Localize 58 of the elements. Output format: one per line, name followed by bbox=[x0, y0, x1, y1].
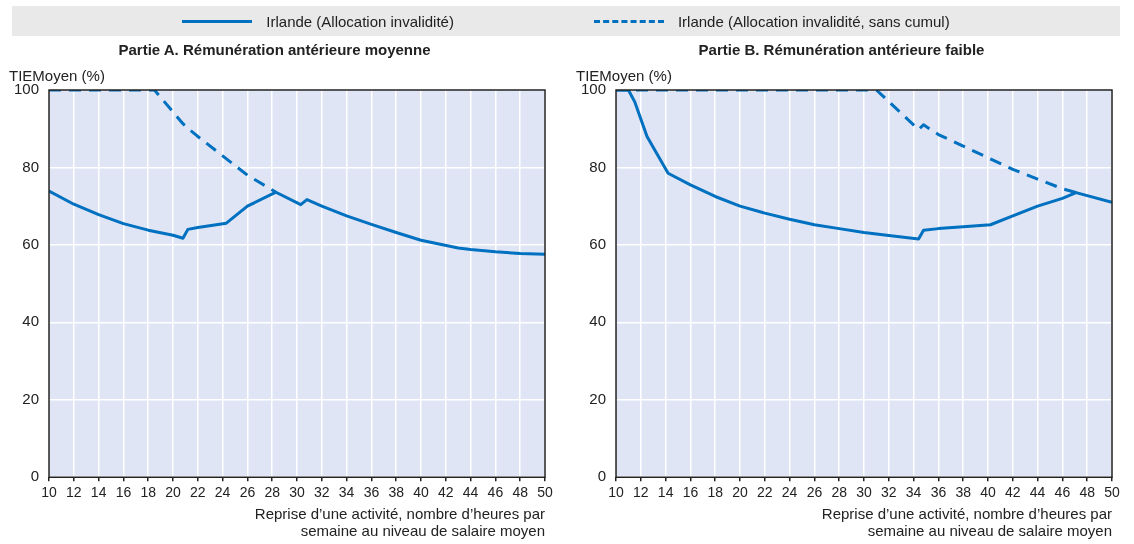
x-tick-label: 30 bbox=[856, 484, 873, 501]
x-tick-label: 30 bbox=[289, 484, 306, 501]
y-tick-label: 60 bbox=[22, 235, 40, 253]
x-tick-label: 34 bbox=[905, 484, 922, 501]
x-tick-label: 32 bbox=[314, 484, 330, 501]
x-tick-label: 40 bbox=[413, 484, 429, 501]
x-tick-label: 26 bbox=[806, 484, 823, 501]
x-tick-label: 20 bbox=[165, 484, 182, 501]
y-tick-label: 80 bbox=[589, 157, 607, 175]
x-tick-label: 12 bbox=[66, 484, 82, 501]
y-tick-label: 0 bbox=[30, 467, 40, 485]
x-tick-label: 50 bbox=[537, 484, 553, 501]
x-tick-label: 42 bbox=[1005, 484, 1021, 501]
x-axis-title: Reprise d’une activité, nombre d’heures par semaine au niveau de salaire moyen bbox=[821, 504, 1112, 539]
x-tick-label: 50 bbox=[1104, 484, 1120, 501]
x-tick-label: 28 bbox=[831, 484, 848, 501]
y-tick-label: 40 bbox=[589, 312, 607, 330]
chart-title: Partie A. Rémunération antérieure moyenne bbox=[118, 41, 431, 59]
y-tick-label: 60 bbox=[589, 235, 607, 253]
x-tick-label: 14 bbox=[657, 484, 674, 501]
x-tick-label: 36 bbox=[363, 484, 380, 501]
x-tick-label: 38 bbox=[388, 484, 405, 501]
x-axis-title: Reprise d’une activité, nombre d’heures par semaine au niveau de salaire moyen bbox=[254, 504, 545, 539]
x-tick-label: 10 bbox=[608, 484, 625, 501]
x-tick-label: 12 bbox=[633, 484, 649, 501]
y-tick-label: 20 bbox=[22, 389, 40, 407]
x-tick-label: 16 bbox=[115, 484, 132, 501]
x-tick-label: 42 bbox=[438, 484, 454, 501]
x-tick-label: 44 bbox=[462, 484, 479, 501]
x-tick-label: 40 bbox=[980, 484, 996, 501]
x-tick-label: 48 bbox=[512, 484, 529, 501]
legend-label: Irlande (Allocation invalidité, sans cumul) bbox=[677, 12, 950, 30]
x-tick-label: 44 bbox=[1029, 484, 1046, 501]
x-tick-label: 14 bbox=[90, 484, 107, 501]
y-tick-label: 80 bbox=[22, 157, 40, 175]
x-tick-label: 34 bbox=[338, 484, 355, 501]
x-tick-label: 20 bbox=[732, 484, 749, 501]
y-tick-label: 40 bbox=[22, 312, 40, 330]
x-tick-label: 32 bbox=[881, 484, 897, 501]
chart-title: Partie B. Rémunération antérieure faible bbox=[698, 41, 985, 59]
x-tick-label: 18 bbox=[707, 484, 724, 501]
x-tick-label: 38 bbox=[955, 484, 972, 501]
y-tick-label: 0 bbox=[597, 467, 607, 485]
x-tick-label: 28 bbox=[264, 484, 281, 501]
x-tick-label: 16 bbox=[682, 484, 699, 501]
x-tick-label: 22 bbox=[757, 484, 773, 501]
y-tick-label: 20 bbox=[589, 389, 607, 407]
x-tick-label: 36 bbox=[930, 484, 947, 501]
x-tick-label: 46 bbox=[1054, 484, 1071, 501]
x-tick-label: 24 bbox=[214, 484, 231, 501]
x-tick-label: 18 bbox=[140, 484, 157, 501]
x-tick-label: 24 bbox=[781, 484, 798, 501]
x-tick-label: 48 bbox=[1079, 484, 1096, 501]
legend-label: Irlande (Allocation invalidité) bbox=[266, 12, 454, 30]
x-tick-label: 10 bbox=[41, 484, 58, 501]
x-tick-label: 26 bbox=[239, 484, 256, 501]
x-tick-label: 46 bbox=[487, 484, 504, 501]
x-tick-label: 22 bbox=[190, 484, 206, 501]
